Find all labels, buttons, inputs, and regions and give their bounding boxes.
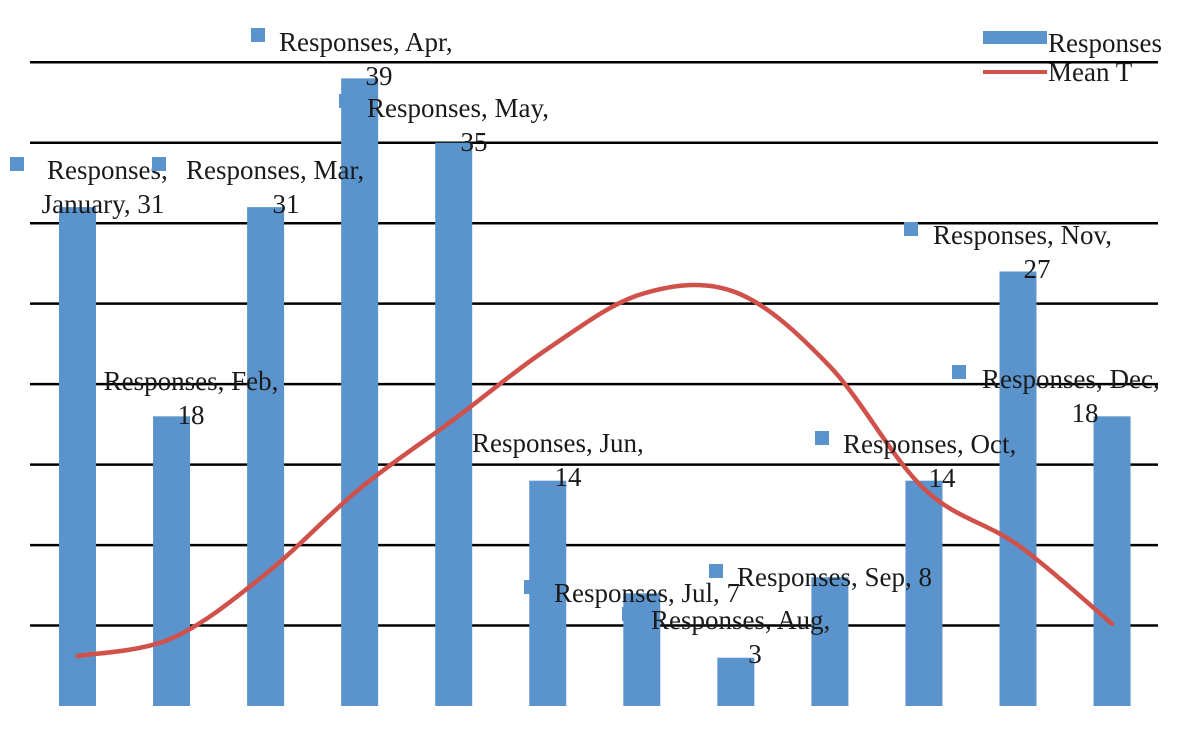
data-label-line: 14 <box>555 462 583 492</box>
line-series <box>75 282 1115 659</box>
bar-mar <box>247 207 285 706</box>
data-label-jun: Responses, Jun, 14 <box>472 428 644 492</box>
data-label-line: 39 <box>366 61 393 91</box>
mean-t-line <box>75 282 1115 659</box>
label-marker-sep <box>709 564 723 578</box>
label-marker-dec <box>952 365 966 379</box>
data-label-line: Responses, Jul, 7 <box>554 578 740 608</box>
data-label-line: 3 <box>748 639 762 669</box>
bar-feb <box>153 416 191 706</box>
gridlines <box>30 61 1158 627</box>
label-marker-nov <box>904 222 918 236</box>
data-label-apr: Responses, Apr, 39 <box>279 27 453 91</box>
data-label-oct: Responses, Oct, 14 <box>843 429 1016 493</box>
label-marker-aug <box>622 607 636 621</box>
data-label-line: 31 <box>273 189 300 219</box>
data-label-line: Responses, Apr, <box>279 27 453 57</box>
data-label-line: Responses, Dec, <box>982 364 1160 394</box>
data-label-line: January, 31 <box>42 189 165 219</box>
bar-oct <box>905 480 943 706</box>
data-label-line: Responses, May, <box>367 93 549 123</box>
data-label-line: Responses, Oct, <box>843 429 1016 459</box>
data-label-may: Responses, May, 35 <box>367 93 549 157</box>
data-label-aug: Responses, Aug, 3 <box>651 605 830 669</box>
data-label-line: 14 <box>929 463 957 493</box>
bar-may <box>435 142 473 706</box>
label-marker-january <box>10 157 24 171</box>
data-label-sep: Responses, Sep, 8 <box>737 562 932 592</box>
label-marker-apr <box>251 28 265 42</box>
bar-aug <box>717 657 755 706</box>
data-label-feb: Responses, Feb, 18 <box>104 366 279 430</box>
data-label-line: 27 <box>1024 254 1051 284</box>
legend-swatch-responses <box>983 31 1047 44</box>
data-label-january: Responses, January, 31 <box>42 155 168 219</box>
legend: Responses Mean T <box>983 28 1162 87</box>
bar-january <box>59 207 96 706</box>
data-label-dec: Responses, Dec, 18 <box>982 364 1160 428</box>
data-label-line: Responses, <box>47 155 168 185</box>
bar-sep <box>811 577 849 706</box>
data-label-line: Responses, Mar, <box>186 155 364 185</box>
data-label-jul: Responses, Jul, 7 <box>554 578 740 608</box>
legend-label-mean-t: Mean T <box>1048 57 1133 87</box>
label-marker-jul <box>524 580 538 594</box>
label-marker-mar <box>152 157 166 171</box>
data-label-line: Responses, Jun, <box>472 428 644 458</box>
bar-series <box>59 78 1131 707</box>
data-label-line: Responses, Aug, <box>651 605 830 635</box>
legend-label-responses: Responses <box>1048 28 1162 58</box>
bar-dec <box>1093 416 1131 706</box>
bar-apr <box>341 78 379 707</box>
label-marker-oct <box>815 431 829 445</box>
data-label-nov: Responses, Nov, 27 <box>933 220 1112 284</box>
data-label-mar: Responses, Mar, 31 <box>186 155 364 219</box>
data-label-line: 18 <box>1072 398 1099 428</box>
data-label-line: Responses, Feb, <box>104 366 279 396</box>
data-label-line: 35 <box>461 127 488 157</box>
label-marker-may <box>339 94 353 108</box>
data-label-line: 18 <box>178 400 205 430</box>
bar-nov <box>999 271 1037 706</box>
data-label-line: Responses, Sep, 8 <box>737 562 932 592</box>
data-label-line: Responses, Nov, <box>933 220 1112 250</box>
